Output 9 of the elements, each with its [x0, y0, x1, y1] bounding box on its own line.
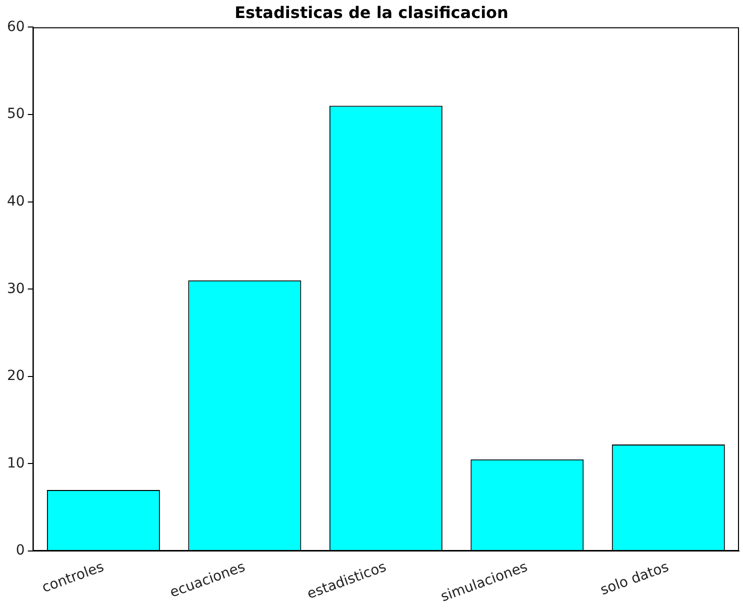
y-tick-label: 0 [16, 542, 25, 559]
y-tick-label: 10 [6, 455, 25, 472]
y-tick-label: 60 [6, 18, 25, 35]
chart-title: Estadisticas de la clasificacion [234, 2, 508, 22]
y-tick-label: 50 [6, 106, 25, 122]
y-tick-label: 20 [6, 368, 25, 384]
x-tick-label: solo datos [598, 559, 671, 599]
y-tick-label: 40 [6, 193, 25, 210]
y-tick-label: 30 [6, 280, 25, 297]
